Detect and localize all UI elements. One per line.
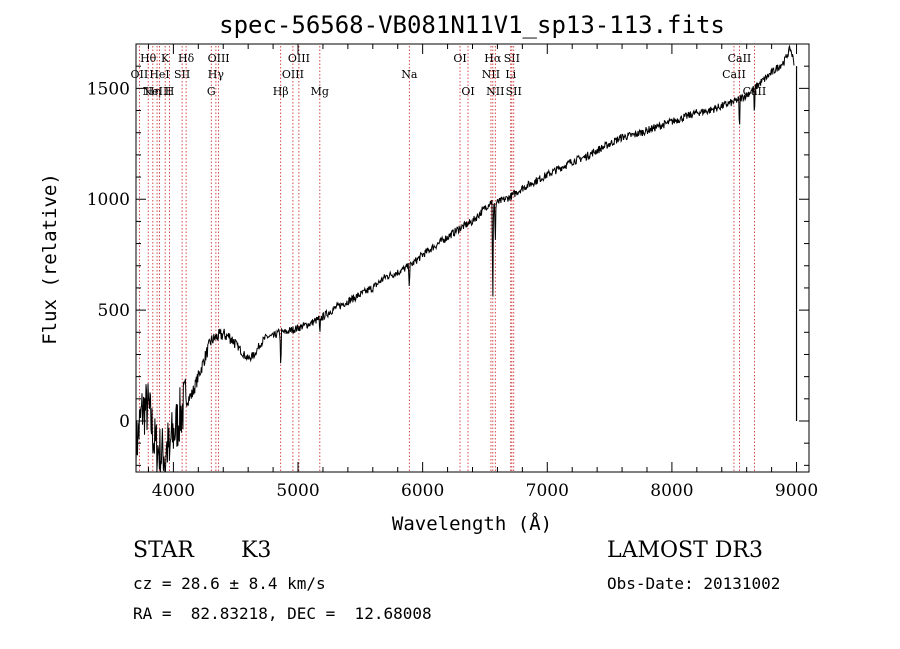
x-tick-label: 5000 xyxy=(276,481,319,501)
line-marker-label: Hα xyxy=(484,52,502,65)
y-tick-label: 0 xyxy=(119,412,130,432)
line-marker-label: Hθ xyxy=(140,52,157,65)
chart-title: spec-56568-VB081N11V1_sp13-113.fits xyxy=(219,11,725,39)
line-marker-label: SII xyxy=(174,68,190,81)
line-marker-label: SII xyxy=(506,85,522,98)
line-marker-label: OIII xyxy=(288,52,310,65)
y-axis-label: Flux (relative) xyxy=(39,173,61,345)
line-marker-label: H xyxy=(165,85,175,98)
observation-date: Obs-Date: 20131002 xyxy=(607,574,781,593)
x-tick-label: 9000 xyxy=(775,481,818,501)
x-axis-label: Wavelength (Å) xyxy=(392,512,552,535)
line-marker-label: Hβ xyxy=(273,85,289,98)
line-marker-label: CaII xyxy=(728,52,752,65)
line-marker-label: NII xyxy=(482,68,500,81)
line-marker-label: SII xyxy=(504,52,520,65)
x-tick-label: 6000 xyxy=(401,481,444,501)
line-marker-label: OI xyxy=(461,85,474,98)
spectrum-series xyxy=(135,44,798,473)
survey-name: LAMOST DR3 xyxy=(607,538,763,563)
redshift-velocity: cz = 28.6 ± 8.4 km/s xyxy=(133,574,326,593)
line-marker-label: Li xyxy=(505,68,516,81)
line-marker-label: NII xyxy=(486,85,504,98)
axis-ticks: 4000 5000 6000 7000 8000 9000 0 500 1000 1500 xyxy=(87,44,818,501)
x-tick-label: 7000 xyxy=(526,481,569,501)
object-class: STAR xyxy=(133,538,194,563)
line-marker-label: OI xyxy=(453,52,466,65)
line-marker-label: HeI xyxy=(149,68,169,81)
line-marker-label: Hγ xyxy=(208,68,225,81)
y-tick-label: 1000 xyxy=(87,190,130,210)
line-marker-label: Hδ xyxy=(178,52,195,65)
coordinates: RA = 82.83218, DEC = 12.68008 xyxy=(133,604,432,623)
y-tick-label: 500 xyxy=(98,301,130,321)
x-tick-label: 8000 xyxy=(650,481,693,501)
y-tick-label: 1500 xyxy=(87,79,130,99)
line-marker-label: NeIII xyxy=(142,85,171,98)
line-marker-label: CaII xyxy=(722,68,746,81)
line-marker-label: Na xyxy=(401,68,418,81)
x-tick-label: 4000 xyxy=(152,481,195,501)
spectral-subclass: K3 xyxy=(241,538,272,563)
line-marker-label: OIII xyxy=(208,52,230,65)
plot-border xyxy=(135,43,810,473)
spectral-line-markers: OIIHθHηNeIIIHeIKHSIIHδGHγOIIIHβOIIIOIIIM… xyxy=(131,46,766,472)
line-marker-label: OII xyxy=(131,68,149,81)
line-marker-label: G xyxy=(207,85,216,98)
plot-frame xyxy=(135,43,810,473)
line-marker-label: OIII xyxy=(282,68,304,81)
spectrum-line xyxy=(135,44,795,473)
line-marker-label: Mg xyxy=(311,85,329,98)
line-marker-label: K xyxy=(161,52,170,65)
